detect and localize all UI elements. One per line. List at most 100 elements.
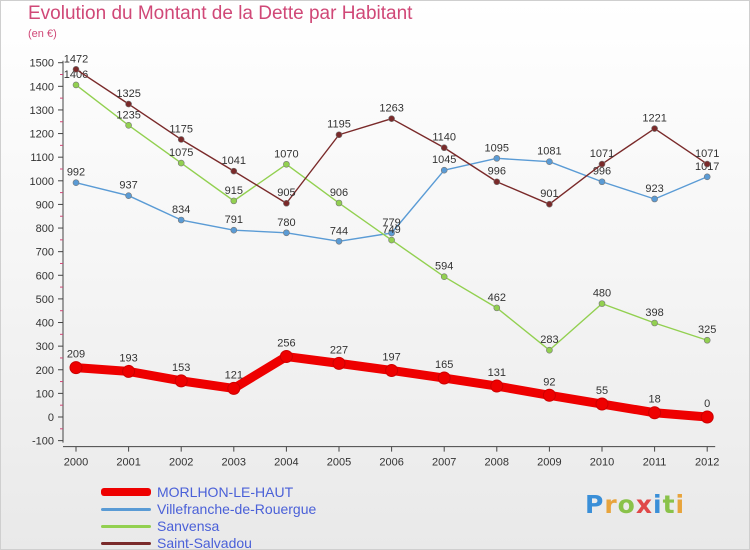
data-label: 1195 bbox=[327, 119, 351, 131]
logo-letter: t bbox=[662, 490, 676, 519]
y-tick-label: 600 bbox=[36, 270, 54, 282]
data-point bbox=[227, 381, 241, 395]
y-tick-label: 1000 bbox=[30, 176, 54, 188]
legend-label: Sanvensa bbox=[157, 518, 220, 534]
data-label: 131 bbox=[488, 367, 506, 379]
data-point bbox=[230, 197, 238, 205]
data-label: 209 bbox=[67, 349, 85, 361]
data-label: 749 bbox=[382, 224, 400, 236]
data-point bbox=[125, 121, 132, 129]
data-point bbox=[437, 371, 451, 385]
y-tick-label: 700 bbox=[36, 247, 54, 259]
x-tick-label: 2007 bbox=[432, 457, 456, 469]
legend-swatch bbox=[101, 488, 151, 496]
data-point bbox=[546, 200, 553, 208]
data-point bbox=[546, 346, 553, 354]
data-point bbox=[125, 100, 132, 108]
data-point bbox=[72, 179, 80, 186]
data-label: 398 bbox=[645, 307, 663, 319]
data-point bbox=[283, 160, 290, 168]
data-label: 1175 bbox=[169, 123, 193, 135]
data-point bbox=[335, 237, 343, 245]
data-point bbox=[388, 229, 395, 237]
data-label: 1235 bbox=[116, 109, 140, 121]
data-point bbox=[703, 336, 711, 344]
data-label: 227 bbox=[330, 344, 348, 356]
data-point bbox=[493, 178, 501, 186]
data-label: 992 bbox=[67, 167, 85, 179]
x-tick-label: 2010 bbox=[590, 457, 614, 469]
data-point bbox=[332, 356, 346, 370]
logo-letter: i bbox=[653, 490, 663, 519]
data-label: 834 bbox=[172, 204, 190, 216]
data-point bbox=[651, 125, 658, 132]
data-point bbox=[230, 167, 238, 175]
x-tick-label: 2004 bbox=[274, 457, 298, 469]
data-point bbox=[440, 144, 448, 152]
data-label: 1140 bbox=[432, 132, 456, 144]
data-point bbox=[230, 226, 238, 234]
data-point bbox=[490, 379, 504, 393]
data-point bbox=[335, 131, 343, 139]
y-tick-label: 100 bbox=[36, 388, 54, 400]
data-label: 594 bbox=[435, 261, 453, 273]
data-label: 165 bbox=[435, 359, 453, 371]
data-label: 193 bbox=[119, 352, 137, 364]
data-label: 996 bbox=[488, 166, 506, 178]
chart-title: Evolution du Montant de la Dette par Hab… bbox=[28, 3, 413, 24]
data-point bbox=[598, 178, 606, 186]
logo-letter: i bbox=[675, 490, 686, 519]
y-tick-label: 0 bbox=[48, 412, 54, 424]
data-point bbox=[174, 374, 188, 388]
proxiti-logo: Proxiti bbox=[585, 490, 685, 519]
data-point bbox=[388, 115, 395, 122]
data-point bbox=[69, 361, 83, 375]
legend-label: Villefranche-de-Rouergue bbox=[157, 501, 317, 517]
data-label: 121 bbox=[225, 369, 243, 381]
x-tick-label: 2000 bbox=[64, 457, 88, 469]
data-point bbox=[122, 364, 136, 378]
y-tick-label: 1200 bbox=[30, 129, 54, 141]
data-label: 791 bbox=[225, 214, 243, 226]
data-point bbox=[703, 160, 711, 168]
legend-label: MORLHON-LE-HAUT bbox=[157, 484, 294, 500]
y-tick-label: -100 bbox=[32, 436, 54, 448]
data-label: 906 bbox=[330, 187, 348, 199]
y-tick-label: 1500 bbox=[30, 58, 54, 70]
data-label: 0 bbox=[704, 398, 710, 410]
x-tick-label: 2011 bbox=[643, 457, 667, 469]
x-tick-label: 2008 bbox=[485, 457, 509, 469]
data-label: 915 bbox=[225, 185, 243, 197]
y-tick-label: 400 bbox=[36, 318, 54, 330]
y-tick-label: 800 bbox=[36, 223, 54, 235]
legend-swatch bbox=[101, 507, 151, 511]
data-point bbox=[542, 388, 556, 402]
data-point bbox=[335, 199, 343, 207]
data-point bbox=[546, 158, 553, 165]
y-tick-label: 300 bbox=[36, 341, 54, 353]
legend-label: Saint-Salvadou bbox=[157, 535, 252, 550]
data-point bbox=[385, 363, 399, 377]
data-label: 462 bbox=[488, 292, 506, 304]
x-tick-label: 2012 bbox=[695, 457, 719, 469]
data-label: 780 bbox=[277, 217, 295, 229]
data-label: 905 bbox=[277, 187, 295, 199]
x-tick-label: 2005 bbox=[327, 457, 351, 469]
data-label: 256 bbox=[277, 338, 295, 350]
y-tick-label: 1100 bbox=[30, 152, 54, 164]
x-tick-label: 2001 bbox=[116, 457, 140, 469]
data-label: 197 bbox=[382, 351, 400, 363]
data-label: 744 bbox=[330, 225, 348, 237]
data-label: 1263 bbox=[379, 103, 403, 115]
data-label: 480 bbox=[593, 288, 611, 300]
data-point bbox=[125, 192, 132, 199]
x-tick-label: 2003 bbox=[222, 457, 246, 469]
data-label: 18 bbox=[648, 394, 660, 406]
data-label: 1221 bbox=[642, 113, 666, 125]
data-label: 996 bbox=[593, 166, 611, 178]
data-point bbox=[700, 410, 714, 424]
x-tick-label: 2006 bbox=[379, 457, 403, 469]
x-tick-label: 2009 bbox=[537, 457, 561, 469]
data-label: 1071 bbox=[590, 148, 614, 160]
